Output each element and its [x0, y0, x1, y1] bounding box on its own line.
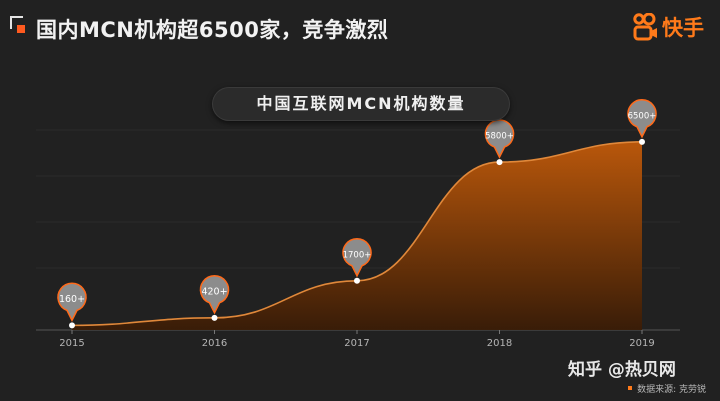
kuaishou-logo-icon [633, 13, 657, 41]
data-label-pin [484, 119, 515, 159]
x-tick-label: 2015 [59, 338, 84, 349]
series-area [72, 141, 642, 330]
logo: 快手 [632, 12, 704, 42]
series-line [71, 141, 643, 327]
data-label: 160+ [59, 294, 85, 305]
data-point [639, 138, 645, 145]
data-label-pin [57, 282, 87, 323]
x-tick-label: 2017 [344, 338, 369, 349]
header: 国内MCN机构超6500家，竞争激烈 快手 [0, 0, 720, 62]
data-label-pin [199, 275, 230, 315]
header-bracket-icon [10, 16, 28, 34]
data-point [354, 277, 360, 284]
data-label: 5800+ [485, 132, 514, 142]
x-tick-label: 2019 [629, 338, 654, 349]
page-title: 国内MCN机构超6500家，竞争激烈 [36, 18, 389, 42]
data-source: 数据来源: 克劳锐 [628, 381, 706, 395]
data-label: 420+ [201, 286, 227, 297]
source-dot-icon [628, 386, 633, 390]
data-point [496, 159, 503, 166]
data-point [211, 314, 218, 321]
data-point [69, 322, 75, 329]
chart-title: 中国互联网MCN机构数量 [212, 87, 510, 121]
x-tick-label: 2018 [487, 338, 512, 349]
data-label: 1700+ [343, 250, 372, 260]
logo-text: 快手 [662, 16, 704, 40]
data-label-pin [627, 99, 657, 139]
source-text: 数据来源: 克劳锐 [637, 384, 706, 395]
x-tick-label: 2016 [202, 338, 227, 349]
watermark: 知乎 @热贝网 [568, 360, 676, 380]
data-label: 6500+ [628, 111, 657, 121]
data-label-pin [342, 238, 372, 278]
